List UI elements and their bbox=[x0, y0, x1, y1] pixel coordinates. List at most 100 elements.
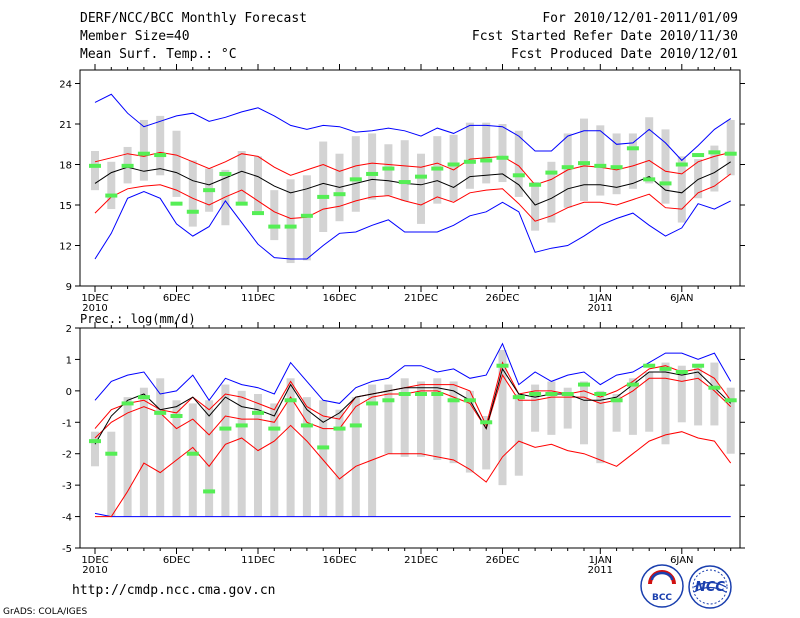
ensemble-box bbox=[237, 390, 246, 517]
observation-marker bbox=[594, 392, 607, 396]
observation-marker bbox=[724, 151, 737, 156]
y-tick-label: -1 bbox=[62, 418, 72, 429]
observation-marker bbox=[398, 180, 411, 185]
observation-marker bbox=[137, 151, 150, 156]
series-line-min bbox=[94, 512, 731, 518]
ensemble-box bbox=[580, 118, 588, 201]
observation-marker bbox=[105, 193, 118, 198]
observation-marker bbox=[137, 395, 150, 400]
observation-marker bbox=[708, 150, 721, 155]
observation-marker bbox=[561, 165, 574, 170]
observation-marker bbox=[724, 398, 737, 403]
observation-marker bbox=[496, 155, 509, 160]
ensemble-box bbox=[710, 362, 719, 426]
ncc-logo: NCC bbox=[688, 565, 732, 609]
ensemble-box bbox=[368, 384, 377, 517]
observation-marker bbox=[170, 201, 183, 206]
ensemble-box bbox=[531, 384, 540, 432]
ensemble-box bbox=[628, 133, 637, 189]
y-tick-label: 15 bbox=[59, 201, 72, 212]
series-line-p_low bbox=[95, 424, 732, 518]
ensemble-box bbox=[661, 362, 670, 445]
observation-marker bbox=[545, 170, 558, 175]
ensemble-box bbox=[319, 400, 328, 517]
observation-marker bbox=[708, 385, 721, 390]
ncc-logo-text: NCC bbox=[695, 580, 725, 595]
ensemble-box bbox=[628, 378, 637, 435]
precip-panel-title: Prec.: log(mm/d) bbox=[80, 312, 196, 326]
ensemble-box bbox=[547, 161, 556, 223]
ensemble-box bbox=[172, 130, 181, 197]
observation-marker bbox=[659, 181, 672, 186]
ensemble-box bbox=[384, 384, 393, 454]
observation-marker bbox=[692, 363, 705, 368]
ensemble-box bbox=[514, 130, 523, 197]
observation-marker bbox=[382, 398, 395, 403]
x-tick-label: 6DEC bbox=[163, 293, 190, 304]
y-tick-label: 0 bbox=[66, 387, 72, 398]
observation-marker bbox=[480, 158, 493, 163]
y-tick-label: -4 bbox=[62, 513, 72, 524]
observation-marker bbox=[154, 153, 167, 158]
chart-title: DERF/NCC/BCC Monthly Forecast bbox=[80, 11, 307, 26]
ensemble-box bbox=[302, 397, 311, 517]
observation-marker bbox=[431, 166, 444, 171]
x-year-label: 2011 bbox=[588, 565, 613, 576]
observation-marker bbox=[284, 224, 297, 229]
ensemble-box bbox=[694, 365, 703, 426]
observation-marker bbox=[268, 426, 281, 431]
y-tick-label: 2 bbox=[66, 324, 72, 335]
observation-marker bbox=[349, 177, 362, 182]
observation-marker bbox=[626, 382, 639, 387]
y-tick-label: 1 bbox=[66, 355, 72, 366]
footer-url[interactable]: http://cmdp.ncc.cma.gov.cn bbox=[72, 583, 276, 598]
observation-marker bbox=[121, 163, 134, 168]
observation-marker bbox=[610, 165, 623, 170]
ensemble-box bbox=[237, 151, 246, 204]
observation-marker bbox=[512, 173, 525, 178]
y-tick-label: 12 bbox=[59, 242, 72, 253]
ensemble-box bbox=[563, 133, 572, 208]
ensemble-box bbox=[580, 381, 588, 445]
ensemble-box bbox=[677, 156, 686, 223]
x-year-label: 2011 bbox=[588, 303, 613, 314]
observation-marker bbox=[578, 382, 590, 387]
observation-marker bbox=[89, 163, 101, 168]
ensemble-box bbox=[156, 115, 165, 176]
observation-marker bbox=[692, 153, 705, 158]
ensemble-box bbox=[596, 125, 605, 196]
ensemble-box bbox=[661, 129, 670, 204]
ensemble-box bbox=[449, 381, 458, 464]
fcst-started-date: Fcst Started Refer Date 2010/11/30 bbox=[471, 29, 738, 44]
series-line-mean bbox=[94, 367, 732, 445]
ensemble-box bbox=[400, 140, 409, 201]
observation-marker bbox=[415, 392, 427, 396]
ensemble-box bbox=[547, 381, 556, 435]
ensemble-box bbox=[482, 122, 491, 184]
observation-marker bbox=[496, 363, 509, 368]
observation-marker bbox=[610, 398, 623, 403]
observation-marker bbox=[675, 162, 688, 167]
observation-marker bbox=[594, 163, 607, 168]
ensemble-box bbox=[498, 350, 507, 486]
x-year-label: 2010 bbox=[82, 565, 107, 576]
ensemble-box bbox=[351, 136, 360, 212]
observation-marker bbox=[89, 439, 101, 444]
ensemble-box bbox=[710, 145, 719, 192]
observation-marker bbox=[333, 192, 346, 197]
ensemble-box bbox=[531, 182, 540, 231]
series-line-p90 bbox=[94, 151, 731, 186]
observation-marker bbox=[300, 423, 313, 428]
fcst-produced-date: Fcst Produced Date 2010/12/01 bbox=[511, 47, 738, 62]
x-tick-label: 26DEC bbox=[486, 555, 520, 566]
ensemble-box bbox=[694, 159, 703, 199]
series-line-max bbox=[94, 342, 732, 404]
ensemble-box bbox=[368, 133, 377, 200]
x-tick-label: 11DEC bbox=[241, 293, 275, 304]
ensemble-box bbox=[188, 160, 197, 227]
bcc-logo: BCC bbox=[640, 564, 684, 608]
ensemble-box bbox=[449, 134, 458, 201]
y-tick-label: -2 bbox=[62, 450, 72, 461]
ensemble-box bbox=[612, 394, 621, 432]
ensemble-box bbox=[139, 119, 148, 181]
